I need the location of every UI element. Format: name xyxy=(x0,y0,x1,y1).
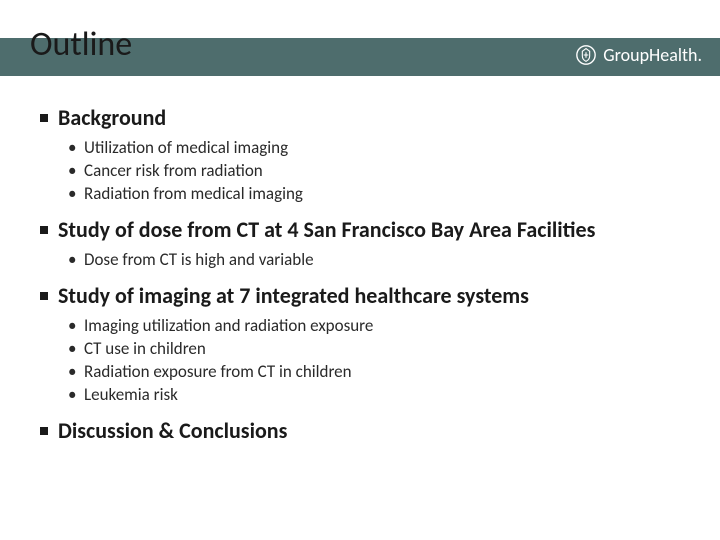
list-item: CT use in children xyxy=(68,338,680,361)
section: Study of dose from CT at 4 San Francisco… xyxy=(40,216,680,272)
section-heading: Study of dose from CT at 4 San Francisco… xyxy=(40,216,680,243)
section-heading: Discussion & Conclusions xyxy=(40,417,680,444)
section-heading-text: Study of dose from CT at 4 San Francisco… xyxy=(58,216,595,243)
section: Study of imaging at 7 integrated healthc… xyxy=(40,282,680,407)
list-item: Radiation exposure from CT in children xyxy=(68,361,680,384)
section-heading: Study of imaging at 7 integrated healthc… xyxy=(40,282,680,309)
brand-shield-icon xyxy=(575,44,597,66)
slide-header: Outline GroupHealth. xyxy=(0,0,720,80)
section: Discussion & Conclusions xyxy=(40,417,680,444)
section-heading: Background xyxy=(40,104,680,131)
section-heading-text: Discussion & Conclusions xyxy=(58,417,287,444)
section: Background Utilization of medical imaging… xyxy=(40,104,680,206)
square-bullet-icon xyxy=(40,226,48,234)
square-bullet-icon xyxy=(40,114,48,122)
list-item: Radiation from medical imaging xyxy=(68,183,680,206)
section-sublist: Dose from CT is high and variable xyxy=(40,249,680,272)
list-item: Leukemia risk xyxy=(68,384,680,407)
section-sublist: Utilization of medical imagingCancer ris… xyxy=(40,137,680,206)
list-item: Cancer risk from radiation xyxy=(68,160,680,183)
section-heading-text: Study of imaging at 7 integrated healthc… xyxy=(58,282,529,309)
brand-text: GroupHealth. xyxy=(603,44,702,66)
slide-title: Outline xyxy=(30,24,132,65)
list-item: Utilization of medical imaging xyxy=(68,137,680,160)
square-bullet-icon xyxy=(40,427,48,435)
list-item: Dose from CT is high and variable xyxy=(68,249,680,272)
section-heading-text: Background xyxy=(58,104,166,131)
list-item: Imaging utilization and radiation exposu… xyxy=(68,315,680,338)
section-sublist: Imaging utilization and radiation exposu… xyxy=(40,315,680,407)
brand-logo: GroupHealth. xyxy=(575,44,702,66)
slide-content: Background Utilization of medical imaging… xyxy=(0,80,720,444)
square-bullet-icon xyxy=(40,292,48,300)
